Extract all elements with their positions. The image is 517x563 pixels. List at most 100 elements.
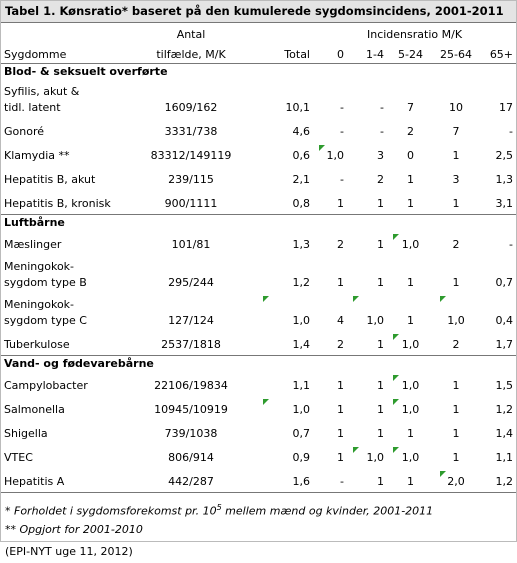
data-row: Shigella 739/1038 0,7 1 1 1 1 1,4 [1,420,516,444]
data-row: Campylobacter 22106/19834 1,1 1 1 1,0 1 1,5 [1,372,516,396]
value-cell: 1 [452,379,460,392]
section-row: Luftbårne [1,214,517,231]
header-cell: Antal [176,28,206,41]
value-cell: 1,0 [257,293,313,331]
value-cell: 1 [377,197,384,210]
header-cell: 25-64 [434,43,478,64]
value-cell: 1,0 [387,444,434,468]
value-cell: 1,2 [495,403,514,416]
value-cell: 3,1 [495,197,514,210]
value-cell: 1 [407,173,414,186]
value-cell: 17 [499,101,514,114]
disease-cell: Shigella [1,420,125,444]
value-cell: 1 [407,427,414,440]
value-cell: 1 [377,403,384,416]
footnote-text: 5 [216,503,222,512]
disease-name: Meningokok- [4,260,75,273]
value-cell: - [509,238,514,251]
value-cell: 101/81 [171,238,211,251]
header-cell: 1-4 [347,43,387,64]
value-cell: 0,9 [292,451,311,464]
data-row: Syfilis, akut & tidl. latent 1609/162 10,1 -… [1,80,516,118]
value-cell: 1,7 [495,338,514,351]
value-cell: 1 [337,403,344,416]
value-cell: 1 [377,238,384,251]
footnote-text: ** Opgjort for 2001-2010 [5,523,143,536]
data-row: Meningokok-sygdom type C 127/124 1,0 4 1,0 1 1… [1,293,516,331]
disease-name: VTEC [4,451,33,464]
value-cell: 2 [337,338,344,351]
header-cell: 65+ [478,43,517,64]
value-cell: 0,7 [292,427,311,440]
value-cell: 1,3 [495,173,514,186]
value-cell: 806/914 [168,451,214,464]
value-cell: 127/124 [168,314,214,327]
disease-cell: Gonoré [1,118,125,142]
value-cell: - [340,475,344,488]
data-row: Mæslinger 101/81 1,3 2 1 1,0 2 - [1,231,516,255]
table: Antal Incidensratio M/K Sygdomme tilfælde, … [1,23,517,492]
value-cell: 1,2 [495,475,514,488]
header-cell [257,23,313,43]
value-cell: 7 [407,101,414,114]
header-cell: tilfælde, M/K [125,43,257,64]
data-row: VTEC 806/914 0,9 1 1,0 1,0 1 1,1 [1,444,516,468]
value-cell: 2 [407,125,414,138]
value-cell: 295/244 [168,276,214,289]
value-cell: 10 [449,101,463,114]
disease-cell: Salmonella [1,396,125,420]
section-title: Luftbårne [1,214,517,231]
value-cell: - [509,125,514,138]
disease-name: Hepatitis B, kronisk [4,197,111,210]
value-cell: 7 [452,125,460,138]
value-cell: - [340,173,344,186]
value-cell: 2,5 [495,149,514,162]
value-cell: 442/287 [168,475,214,488]
value-cell: 1,0 [387,231,434,255]
value-cell: 2 [452,238,460,251]
value-cell: 3331/738 [164,125,218,138]
disease-cell: Hepatitis B, kronisk [1,190,125,215]
header-row: Sygdomme tilfælde, M/K Total 0 1-4 5-24 25-64 6… [1,43,517,64]
value-cell: 1 [337,276,344,289]
value-cell: 2 [337,238,344,251]
data-row: Gonoré 3331/738 4,6 - - 2 7 - [1,118,516,142]
value-cell: 1,4 [495,427,514,440]
section-row: Vand- og fødevarebårne [1,355,517,372]
data-row: Hepatitis B, akut 239/115 2,1 - 2 1 3 1,3 [1,166,516,190]
value-cell: 1 [377,379,384,392]
disease-name: Mæslinger [4,238,62,251]
footnote-text: * Forholdet i sygdomsforekomst pr. 10 [5,504,217,518]
value-cell: 0,8 [292,197,311,210]
value-cell: 1,2 [292,276,311,289]
header-row: Antal Incidensratio M/K [1,23,516,43]
value-cell: 739/1038 [164,427,218,440]
data-row: Hepatitis B, kronisk 900/1111 0,8 1 1 1 1 3,1 [1,190,516,215]
value-cell: 83312/149119 [150,149,232,162]
value-cell: 2537/1818 [161,338,221,351]
value-cell: 1,0 [257,396,313,420]
value-cell: 1 [452,197,460,210]
value-cell: 1,0 [387,331,434,356]
disease-cell: Hepatitis B, akut [1,166,125,190]
value-cell: 1,0 [347,444,387,468]
value-cell: 2,0 [434,468,478,492]
disease-name: Hepatitis B, akut [4,173,96,186]
value-cell: 1,0 [313,142,347,166]
disease-cell: VTEC [1,444,125,468]
value-cell: 2,1 [292,173,311,186]
value-cell: 1 [452,403,460,416]
disease-name: Salmonella [4,403,65,416]
disease-name: Syfilis, akut & [4,85,80,98]
value-cell: 1 [337,427,344,440]
footnote-text: (EPI-NYT uge 11, 2012) [5,545,133,558]
disease-name: Hepatitis A [4,475,65,488]
value-cell: 1 [452,149,460,162]
value-cell: 4,6 [292,125,311,138]
value-cell: 1 [337,451,344,464]
value-cell: 1 [407,276,414,289]
section-title: Blod- & seksuelt overførte [1,63,517,80]
data-row: Salmonella 10945/10919 1,0 1 1 1,0 1 1,2 [1,396,516,420]
disease-name: Meningokok- [4,298,75,311]
disease-name: sygdom type B [4,276,87,289]
